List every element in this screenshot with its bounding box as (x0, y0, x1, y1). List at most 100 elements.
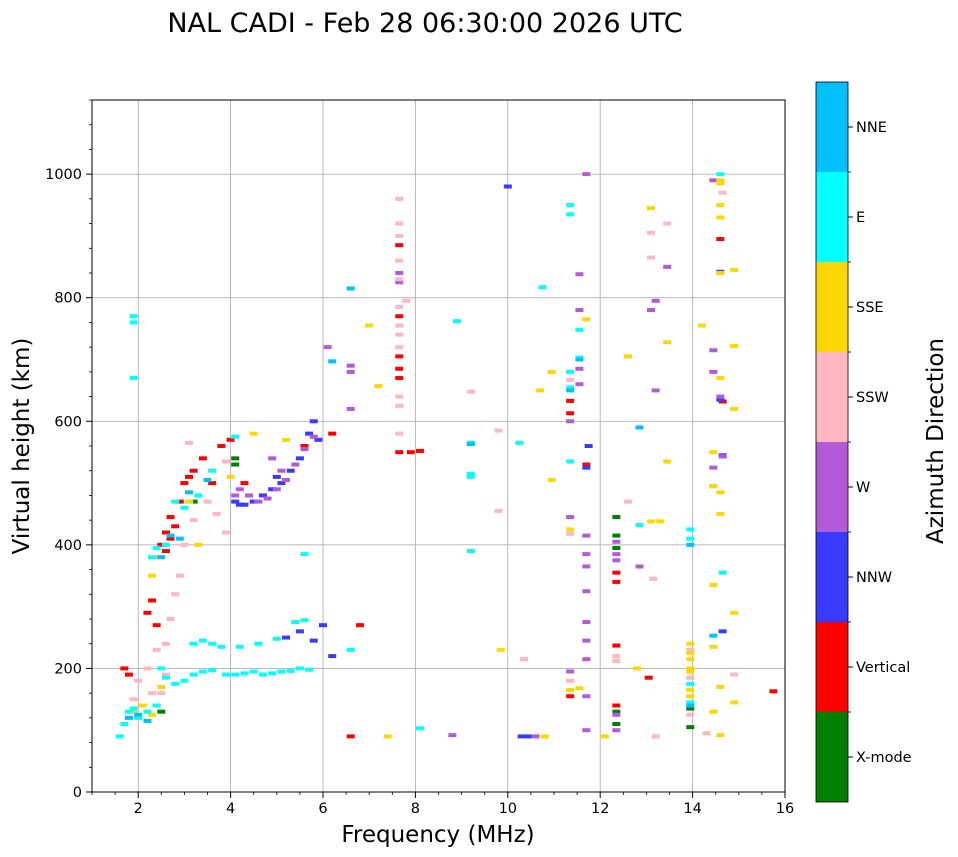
colorbar-tick-label: E (856, 210, 865, 226)
data-point (686, 657, 695, 662)
data-point (134, 715, 143, 720)
data-point (635, 564, 644, 569)
y-tick-label: 800 (54, 291, 82, 307)
data-point (272, 474, 281, 479)
data-point (709, 484, 718, 489)
data-point (612, 728, 621, 733)
data-point (143, 666, 152, 671)
data-point (346, 406, 355, 411)
data-point (566, 377, 575, 382)
data-point (208, 468, 217, 473)
data-point (221, 530, 230, 535)
data-point (346, 369, 355, 374)
data-point (395, 354, 404, 359)
colorbar-tick-label: Vertical (856, 660, 910, 676)
data-point (161, 641, 170, 646)
y-axis-ticks: 0 200 400 600 800 1000 (45, 99, 92, 801)
data-point (612, 552, 621, 557)
data-point (161, 530, 170, 535)
data-point (582, 462, 591, 467)
data-point (120, 666, 129, 671)
data-point (709, 465, 718, 470)
data-point (198, 669, 207, 674)
data-point (452, 319, 461, 324)
data-point (235, 644, 244, 649)
data-point (282, 635, 291, 640)
x-tick-label: 6 (318, 801, 327, 817)
data-point (686, 725, 695, 730)
data-point (494, 508, 503, 513)
data-point (395, 431, 404, 436)
data-point (249, 431, 258, 436)
data-point (346, 363, 355, 368)
data-point (406, 450, 415, 455)
data-point (644, 675, 653, 680)
data-point (651, 388, 660, 393)
data-point (494, 428, 503, 433)
data-point (300, 552, 309, 557)
data-point (157, 542, 166, 547)
series-w (231, 172, 727, 739)
data-point (152, 647, 161, 652)
data-point (157, 666, 166, 671)
data-point (649, 576, 658, 581)
data-point (582, 552, 591, 557)
data-point (300, 444, 309, 448)
x-tick-label: 10 (499, 801, 517, 817)
data-point (612, 570, 621, 575)
data-point (143, 709, 152, 714)
data-point (612, 539, 621, 544)
data-point (152, 555, 161, 560)
data-point (647, 206, 656, 211)
data-point (686, 703, 695, 708)
data-point (115, 734, 124, 739)
data-point (566, 411, 575, 416)
series-x-mode (157, 456, 695, 730)
y-tick-label: 600 (54, 414, 82, 430)
data-point (716, 394, 725, 399)
data-point (536, 388, 545, 393)
data-point (582, 657, 591, 662)
data-point (295, 629, 304, 634)
data-point (129, 320, 138, 325)
data-point (566, 694, 575, 699)
data-point (226, 437, 235, 442)
data-point (466, 442, 475, 447)
data-point (231, 672, 240, 677)
data-point (148, 598, 157, 603)
data-point (582, 694, 591, 699)
data-point (395, 233, 404, 238)
x-tick-label: 16 (776, 801, 794, 817)
data-point (268, 487, 277, 492)
data-point (328, 359, 337, 364)
data-point (166, 533, 175, 538)
data-point (730, 700, 739, 705)
data-point (395, 243, 404, 248)
data-point (730, 672, 739, 677)
data-point (395, 450, 404, 455)
y-tick-label: 200 (54, 661, 82, 677)
data-point (730, 406, 739, 411)
data-point (328, 431, 337, 436)
data-point (769, 689, 778, 694)
data-point (203, 477, 212, 482)
data-point (295, 666, 304, 671)
data-point (686, 666, 695, 671)
data-point (566, 388, 575, 393)
data-point (300, 447, 309, 452)
data-point (709, 633, 718, 638)
data-point (395, 332, 404, 337)
data-point (231, 434, 240, 439)
series-e (115, 172, 727, 739)
data-point (686, 527, 695, 532)
data-point (663, 459, 672, 464)
data-point (540, 734, 549, 739)
data-point (566, 419, 575, 424)
data-point (161, 672, 170, 677)
data-point (152, 545, 161, 550)
data-point (686, 675, 695, 680)
data-point (716, 178, 725, 183)
data-point (395, 323, 404, 328)
data-point (175, 536, 184, 541)
data-point (221, 459, 230, 464)
